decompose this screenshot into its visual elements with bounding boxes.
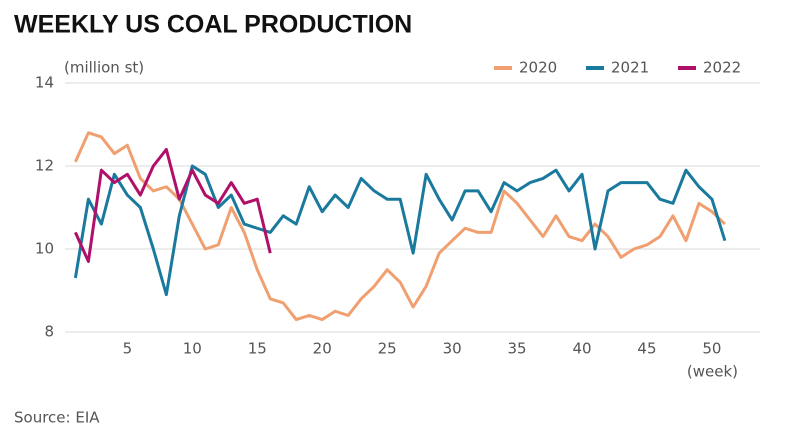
x-tick-label: 45 xyxy=(637,340,656,358)
x-tick-label: 10 xyxy=(183,340,202,358)
x-tick-label: 40 xyxy=(572,340,591,358)
x-tick-label: 5 xyxy=(123,340,133,358)
y-tick-label: 10 xyxy=(35,240,54,258)
series-line xyxy=(73,164,727,297)
y-tick-label: 12 xyxy=(35,157,54,175)
legend-label: 2020 xyxy=(519,59,557,77)
legend-label: 2022 xyxy=(703,59,741,77)
x-tick-label: 15 xyxy=(248,340,267,358)
series-line xyxy=(74,147,272,263)
x-tick-label: 30 xyxy=(443,340,462,358)
y-tick-label: 14 xyxy=(35,74,54,92)
x-tick-label: 35 xyxy=(508,340,527,358)
x-tick-label: 20 xyxy=(313,340,332,358)
legend-label: 2021 xyxy=(611,59,649,77)
x-tick-label: 25 xyxy=(378,340,397,358)
y-tick-label: 8 xyxy=(44,323,54,341)
x-tick-label: 50 xyxy=(702,340,721,358)
chart-title: WEEKLY US COAL PRODUCTION xyxy=(14,11,412,39)
y-axis-label: (million st) xyxy=(64,59,144,77)
source: Source: EIA xyxy=(14,409,100,427)
series-line xyxy=(74,131,726,322)
x-axis-label: (week) xyxy=(687,363,738,381)
